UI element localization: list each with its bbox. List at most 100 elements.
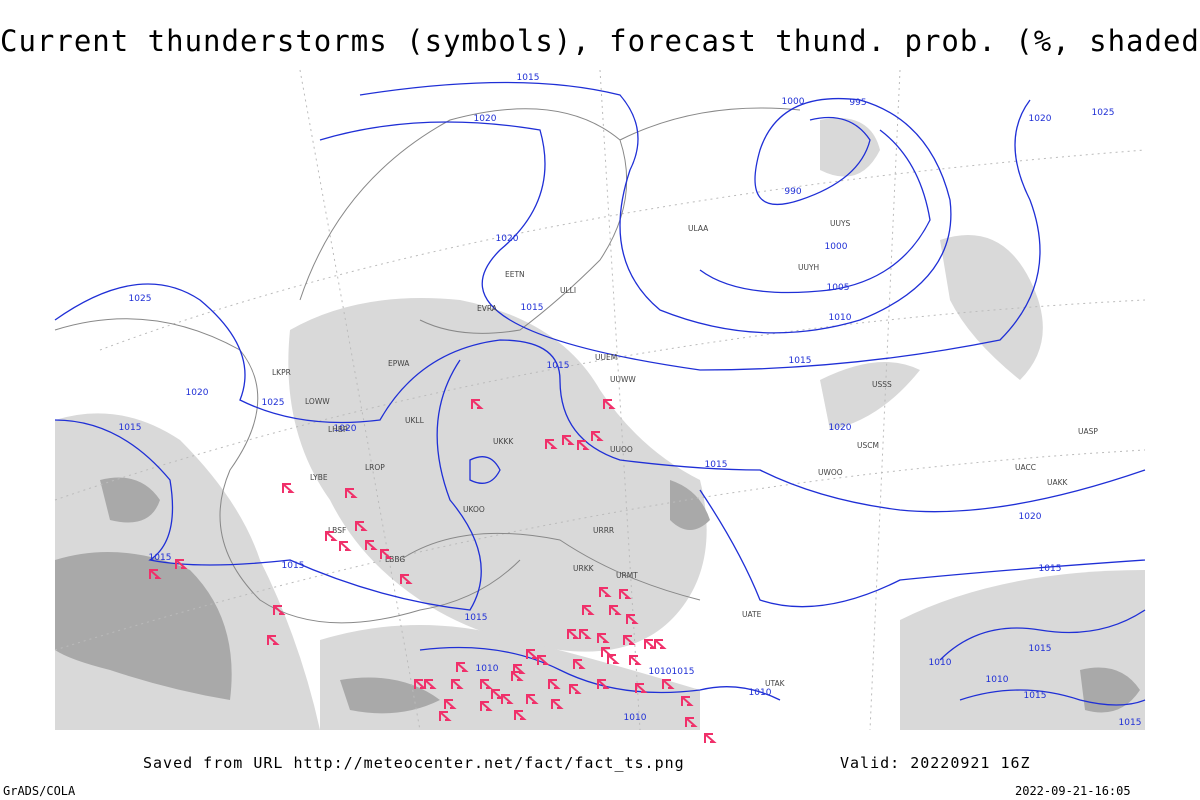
thunderstorm-symbol xyxy=(662,679,675,689)
thunderstorm-symbol xyxy=(282,483,295,493)
station-label: LBSF xyxy=(328,526,346,535)
thunderstorm-symbol xyxy=(400,574,413,584)
station-label: EPWA xyxy=(388,359,410,368)
station-label: UTAK xyxy=(765,679,786,688)
thunderstorm-symbol xyxy=(681,696,694,706)
map-title: Current thunderstorms (symbols), forecas… xyxy=(0,24,1200,58)
thunderstorm-symbol xyxy=(548,679,561,689)
isobar-label: 1015 xyxy=(547,361,570,371)
isobar-label: 1020 xyxy=(474,114,497,124)
isobar-label: 1020 xyxy=(1019,512,1042,522)
isobar-label: 990 xyxy=(784,187,801,197)
station-label: UWOO xyxy=(818,468,843,477)
station-label: LYBE xyxy=(310,473,328,482)
station-label: LOWW xyxy=(305,397,330,406)
thunderstorm-symbol xyxy=(339,541,352,551)
thunderstorm-symbol xyxy=(551,699,564,709)
thunderstorm-symbol xyxy=(579,629,592,639)
station-label: UKOO xyxy=(463,505,485,514)
thunderstorm-symbol xyxy=(501,694,514,704)
thunderstorm-symbols xyxy=(149,399,717,743)
isobar-label: 1010 xyxy=(649,667,672,677)
thunderstorm-symbol xyxy=(451,679,464,689)
station-label: LHBP xyxy=(328,425,348,434)
thunderstorm-symbol xyxy=(562,435,575,445)
thunderstorm-symbol xyxy=(654,639,667,649)
thunderstorm-symbol xyxy=(635,683,648,693)
isobar-label: 1020 xyxy=(334,424,357,434)
isobar-label: 1010 xyxy=(624,713,647,723)
station-labels: ULAA UUYS UUYH ULLI UUEM UUWW UKKK UUOO URRR URKK… xyxy=(272,219,1098,688)
isobar-label: 1020 xyxy=(1029,114,1052,124)
source-url: Saved from URL http://meteocenter.net/fa… xyxy=(143,754,685,772)
isobar-label: 1015 xyxy=(517,73,540,83)
station-label: USCM xyxy=(857,441,879,450)
thunderstorm-symbol xyxy=(609,605,622,615)
station-label: UUEM xyxy=(595,353,617,362)
station-label: ULAA xyxy=(688,224,709,233)
timestamp: 2022-09-21-16:05 xyxy=(1015,784,1131,798)
thunderstorm-symbol xyxy=(444,699,457,709)
thunderstorm-symbol xyxy=(623,635,636,645)
thunderstorm-symbol xyxy=(514,710,527,720)
graticule xyxy=(54,69,1146,731)
thunderstorm-symbol xyxy=(439,711,452,721)
thunderstorm-symbol xyxy=(325,531,338,541)
station-label: UASP xyxy=(1078,427,1098,436)
isobar-label: 1015 xyxy=(521,303,544,313)
station-label: UKLL xyxy=(405,416,425,425)
station-label: LROP xyxy=(365,463,385,472)
coastlines xyxy=(54,107,801,624)
isobar-label: 1005 xyxy=(827,283,850,293)
station-label: URRR xyxy=(593,526,614,535)
isobar-label: 1015 xyxy=(1119,718,1142,728)
isobar-label: 1015 xyxy=(119,423,142,433)
isobar-label: 1015 xyxy=(672,667,695,677)
valid-time: Valid: 20220921 16Z xyxy=(840,754,1031,772)
isobars xyxy=(54,81,1146,706)
isobar-label: 1025 xyxy=(129,294,152,304)
station-label: UAKK xyxy=(1047,478,1069,487)
thunderstorm-symbol xyxy=(603,399,616,409)
station-label: UUOO xyxy=(610,445,633,454)
isobar-label: 1015 xyxy=(705,460,728,470)
isobar-label: 1010 xyxy=(829,313,852,323)
thunderstorm-symbol xyxy=(577,440,590,450)
thunderstorm-symbol xyxy=(599,587,612,597)
thunderstorm-symbol xyxy=(380,549,393,559)
isobar-label: 1025 xyxy=(1092,108,1115,118)
isobar-label: 1010 xyxy=(929,658,952,668)
isobar-label: 1010 xyxy=(986,675,1009,685)
thunderstorm-symbol xyxy=(491,689,504,699)
thunderstorm-symbol xyxy=(567,629,580,639)
thunderstorm-symbol xyxy=(573,659,586,669)
station-label: UUYH xyxy=(798,263,819,272)
thunderstorm-symbol xyxy=(545,439,558,449)
thunderstorm-symbol xyxy=(273,605,286,615)
thunderstorm-symbol xyxy=(619,589,632,599)
station-label: UACC xyxy=(1015,463,1036,472)
isobar-label: 995 xyxy=(849,98,866,108)
station-label: UATE xyxy=(742,610,762,619)
isobar-label: 1010 xyxy=(749,688,772,698)
thunderstorm-symbol xyxy=(569,684,582,694)
thunderstorm-symbol xyxy=(424,679,437,689)
isobar-label: 1025 xyxy=(262,398,285,408)
isobar-label: 1000 xyxy=(825,242,848,252)
thunderstorm-symbol xyxy=(597,679,610,689)
thunderstorm-symbol xyxy=(511,671,524,681)
isobar-label: 1020 xyxy=(496,234,519,244)
isobar-label: 1015 xyxy=(1024,691,1047,701)
thunderstorm-symbol xyxy=(480,701,493,711)
thunderstorm-symbol xyxy=(456,662,469,672)
isobar-label: 1015 xyxy=(282,561,305,571)
thunderstorm-symbol xyxy=(537,655,550,665)
thunderstorm-symbol xyxy=(480,679,493,689)
station-label: URMT xyxy=(616,571,638,580)
thunderstorm-symbol xyxy=(597,633,610,643)
thunderstorm-symbol xyxy=(355,521,368,531)
thunderstorm-symbol xyxy=(471,399,484,409)
isobar-label: 1015 xyxy=(149,553,172,563)
